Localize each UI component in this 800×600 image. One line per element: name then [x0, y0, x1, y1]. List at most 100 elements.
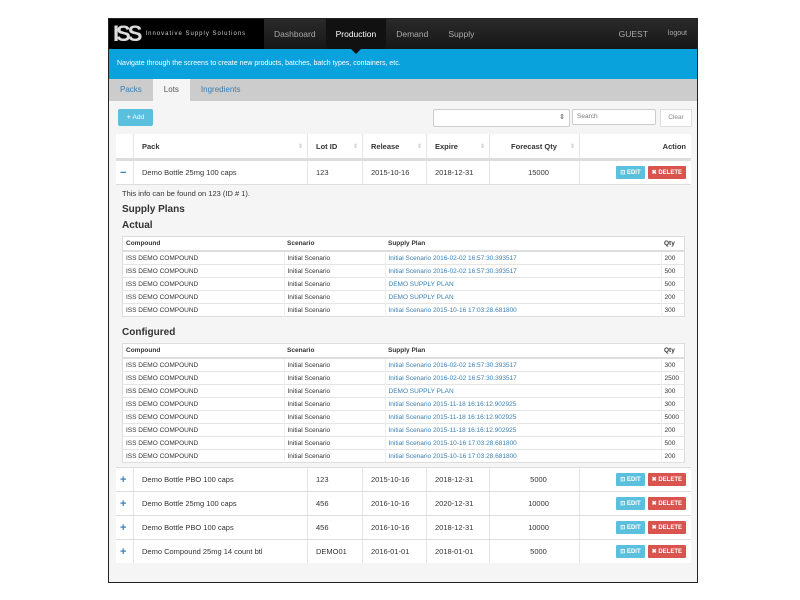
supply-plan-link[interactable]: Initial Scenario 2016-02-02 16:57:30.393… — [388, 374, 517, 382]
close-icon: ✖ — [651, 549, 659, 555]
cell: Initial Scenario 2016-02-02 16:57:30.393… — [384, 371, 661, 385]
close-icon: ✖ — [651, 525, 659, 531]
cell: 300 — [660, 303, 685, 317]
supply-plan-link[interactable]: DEMO SUPPLY PLAN — [388, 280, 454, 288]
expand-icon[interactable]: + — [120, 521, 127, 534]
table-row: ISS DEMO COMPOUND Initial Scenario DEMO SU… — [122, 277, 685, 291]
nav-dashboard[interactable]: Dashboard — [274, 29, 316, 39]
table-row: + Demo Compound 25mg 14 count btl DEMO01 20… — [116, 539, 691, 563]
edit-icon: ⊡ — [620, 477, 627, 483]
supply-plan-link[interactable]: Initial Scenario 2015-11-18 16:16:12.902… — [388, 413, 517, 421]
cell: ISS DEMO COMPOUND — [122, 449, 284, 463]
filter-select[interactable]: ⇕ — [433, 109, 570, 127]
add-button[interactable]: + Add — [118, 109, 153, 126]
supply-plan-link[interactable]: Initial Scenario 2015-10-16 17:03:28.681… — [388, 439, 517, 447]
supply-plan-link[interactable]: Initial Scenario 2015-10-16 17:03:28.681… — [388, 306, 517, 314]
edit-icon: ⊡ — [620, 501, 627, 507]
supply-plan-link[interactable]: Initial Scenario 2015-10-16 17:03:28.681… — [388, 452, 517, 460]
lot-id-cell: 456 — [307, 492, 362, 515]
tab-ingredients[interactable]: Ingredients — [200, 85, 241, 94]
logo[interactable]: ISS Innovative Supply Solutions — [109, 19, 264, 49]
edit-button[interactable]: ⊡ EDIT — [616, 166, 645, 179]
edit-label: EDIT — [626, 170, 641, 176]
edit-button[interactable]: ⊡ EDIT — [616, 473, 645, 486]
lot-id-cell: 456 — [307, 516, 362, 539]
cell: Initial Scenario 2015-11-18 16:16:12.902… — [384, 410, 661, 424]
supply-plan-link[interactable]: Initial Scenario 2016-02-02 16:57:30.393… — [388, 361, 517, 369]
supply-plan-link[interactable]: Initial Scenario 2016-02-02 16:57:30.393… — [388, 254, 517, 262]
lots-table: Pack ⇕ Lot ID ⇕ Release ⇕ Expire ⇕ Forecast … — [116, 134, 691, 563]
cell: ISS DEMO COMPOUND — [122, 397, 284, 411]
delete-button[interactable]: ✖ DELETE — [647, 521, 686, 534]
col-header: Compound — [122, 236, 284, 252]
cell: Initial Scenario — [283, 371, 385, 385]
col-lot-id[interactable]: Lot ID ⇕ — [307, 134, 362, 158]
col-pack[interactable]: Pack ⇕ — [133, 134, 307, 158]
logout-link[interactable]: logout — [667, 30, 687, 37]
cell: ISS DEMO COMPOUND — [122, 384, 284, 398]
edit-button[interactable]: ⊡ EDIT — [616, 545, 645, 558]
sort-icon: ⇕ — [297, 143, 303, 150]
col-release[interactable]: Release ⇕ — [362, 134, 426, 158]
expand-icon[interactable]: + — [120, 545, 127, 558]
nav-supply[interactable]: Supply — [448, 29, 475, 39]
info-banner: Navigate through the screens to create n… — [109, 49, 697, 79]
action-cell: ⊡ EDIT ✖ DELETE — [579, 516, 691, 539]
pack-cell: Demo Bottle PBO 100 caps — [133, 468, 307, 491]
col-expire[interactable]: Expire ⇕ — [426, 134, 489, 158]
sort-icon: ⇕ — [569, 143, 575, 150]
clear-button[interactable]: Clear — [660, 109, 692, 127]
expand-icon[interactable]: + — [120, 473, 127, 486]
cell: Initial Scenario — [283, 290, 385, 304]
cell: Initial Scenario — [283, 277, 385, 291]
cell: 200 — [660, 250, 685, 265]
table-row: ISS DEMO COMPOUND Initial Scenario Initial… — [122, 410, 685, 424]
configured-table: Compound Scenario Supply Plan Qty ISS DEMO C… — [122, 343, 685, 463]
forecast-qty-cell: 5000 — [489, 540, 579, 563]
nav-production[interactable]: Production — [325, 19, 387, 54]
col-forecast-qty[interactable]: Forecast Qty ⇕ — [489, 134, 579, 158]
pack-cell: Demo Bottle 25mg 100 caps — [133, 492, 307, 515]
search-input[interactable] — [572, 109, 656, 125]
col-header: Qty — [661, 236, 685, 252]
cell: Initial Scenario 2015-10-16 17:03:28.681… — [384, 449, 661, 463]
delete-button[interactable]: ✖ DELETE — [647, 166, 686, 179]
delete-button[interactable]: ✖ DELETE — [647, 473, 686, 486]
collapse-icon[interactable]: − — [120, 166, 127, 179]
forecast-qty-cell: 15000 — [489, 161, 579, 184]
cell: ISS DEMO COMPOUND — [122, 436, 284, 450]
cell: 200 — [660, 290, 685, 304]
tab-lots[interactable]: Lots — [152, 79, 190, 101]
pack-cell: Demo Bottle PBO 100 caps — [133, 516, 307, 539]
col-header: Scenario — [284, 236, 385, 252]
edit-label: EDIT — [626, 549, 641, 555]
action-cell: ⊡ EDIT ✖ DELETE — [579, 468, 691, 491]
cell: ISS DEMO COMPOUND — [122, 277, 284, 291]
supply-plan-link[interactable]: Initial Scenario 2015-11-18 16:16:12.902… — [388, 400, 517, 408]
supply-plan-link[interactable]: Initial Scenario 2015-11-18 16:16:12.902… — [388, 426, 517, 434]
supply-plan-link[interactable]: DEMO SUPPLY PLAN — [388, 293, 454, 301]
user-name[interactable]: GUEST — [618, 29, 648, 39]
cell: 500 — [660, 436, 685, 450]
edit-label: EDIT — [626, 477, 641, 483]
forecast-qty-cell: 10000 — [489, 516, 579, 539]
cell: ISS DEMO COMPOUND — [122, 423, 284, 437]
supply-plan-link[interactable]: Initial Scenario 2016-02-02 16:57:30.393… — [388, 267, 517, 275]
delete-button[interactable]: ✖ DELETE — [647, 497, 686, 510]
edit-button[interactable]: ⊡ EDIT — [616, 521, 645, 534]
nav-demand[interactable]: Demand — [396, 29, 429, 39]
lot-id-cell: DEMO01 — [307, 540, 362, 563]
table-row: ISS DEMO COMPOUND Initial Scenario Initial… — [122, 423, 685, 437]
delete-label: DELETE — [658, 525, 682, 531]
expand-icon[interactable]: + — [120, 497, 127, 510]
select-arrows-icon: ⇕ — [559, 114, 565, 121]
supply-plan-link[interactable]: DEMO SUPPLY PLAN — [388, 387, 454, 395]
cell: Initial Scenario — [283, 397, 385, 411]
cell: 2500 — [660, 371, 685, 385]
lot-detail-panel: This info can be found on 123 (ID # 1). … — [116, 184, 691, 467]
tab-packs[interactable]: Packs — [120, 85, 142, 94]
delete-button[interactable]: ✖ DELETE — [647, 545, 686, 558]
table-row: ISS DEMO COMPOUND Initial Scenario Initial… — [122, 397, 685, 411]
close-icon: ✖ — [651, 477, 659, 483]
edit-button[interactable]: ⊡ EDIT — [616, 497, 645, 510]
